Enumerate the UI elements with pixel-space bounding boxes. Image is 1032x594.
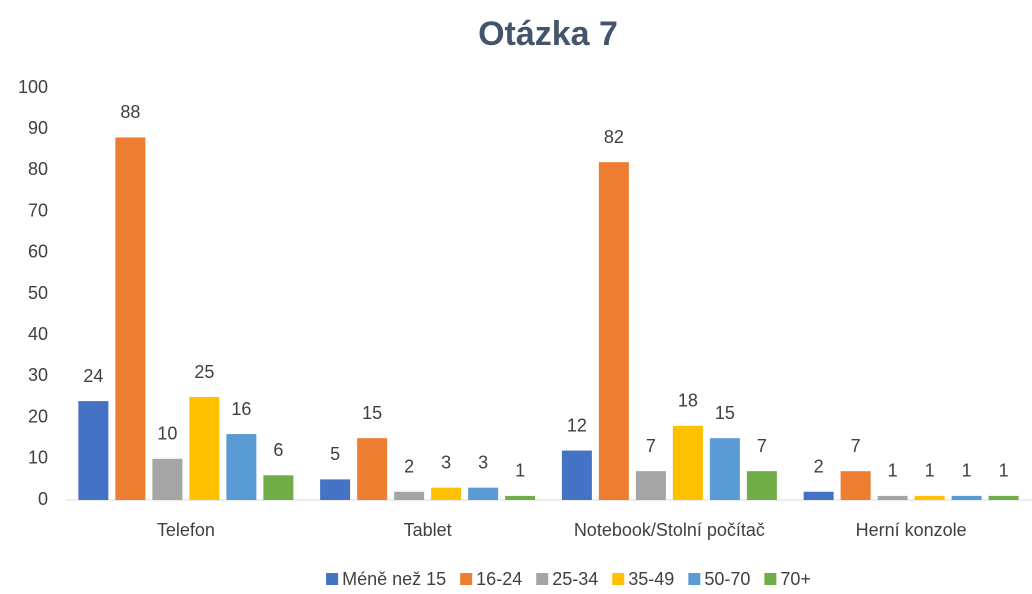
data-label: 15 <box>715 403 735 423</box>
data-label: 25 <box>194 362 214 382</box>
y-tick-label: 50 <box>28 283 48 303</box>
x-tick-label: Telefon <box>157 520 215 540</box>
legend-label: Méně než 15 <box>342 569 446 589</box>
data-label: 18 <box>678 391 698 411</box>
data-label: 2 <box>404 457 414 477</box>
data-label: 16 <box>231 399 251 419</box>
y-tick-label: 60 <box>28 242 48 262</box>
bar <box>357 438 388 500</box>
bar <box>431 487 462 500</box>
bar <box>746 471 777 500</box>
y-tick-label: 40 <box>28 324 48 344</box>
data-label: 6 <box>273 440 283 460</box>
bar <box>840 471 871 500</box>
data-label: 3 <box>478 452 488 472</box>
legend-swatch <box>326 573 339 585</box>
bar <box>988 495 1019 500</box>
data-label: 7 <box>757 436 767 456</box>
y-tick-label: 30 <box>28 365 48 385</box>
y-tick-label: 90 <box>28 118 48 138</box>
bar <box>561 450 592 500</box>
data-label: 24 <box>83 366 103 386</box>
bar <box>709 438 740 500</box>
y-tick-label: 20 <box>28 406 48 426</box>
legend-swatch <box>612 573 625 585</box>
bar <box>468 487 499 500</box>
x-tick-label: Herní konzole <box>856 520 967 540</box>
legend-swatch <box>536 573 549 585</box>
data-label: 2 <box>814 457 824 477</box>
data-label: 82 <box>604 127 624 147</box>
bar <box>263 475 294 500</box>
data-label: 10 <box>157 424 177 444</box>
data-label: 15 <box>362 403 382 423</box>
bar <box>914 495 945 500</box>
legend-label: 50-70 <box>704 569 750 589</box>
y-tick-label: 100 <box>18 77 48 97</box>
bar <box>598 162 629 500</box>
bar <box>115 137 146 500</box>
y-tick-label: 70 <box>28 200 48 220</box>
data-label: 1 <box>999 461 1009 481</box>
x-tick-label: Tablet <box>404 520 452 540</box>
bar <box>877 495 908 500</box>
legend-label: 16-24 <box>476 569 522 589</box>
legend-swatch <box>688 573 701 585</box>
data-label: 1 <box>962 461 972 481</box>
y-tick-label: 80 <box>28 159 48 179</box>
legend-swatch <box>460 573 473 585</box>
legend-swatch <box>764 573 777 585</box>
bar <box>951 495 982 500</box>
bar <box>635 471 666 500</box>
data-label: 88 <box>120 102 140 122</box>
legend-label: 35-49 <box>628 569 674 589</box>
data-label: 1 <box>515 461 525 481</box>
legend-label: 25-34 <box>552 569 598 589</box>
data-label: 1 <box>925 461 935 481</box>
legend-label: 70+ <box>780 569 811 589</box>
data-label: 3 <box>441 452 451 472</box>
bar <box>189 397 220 500</box>
data-label: 7 <box>646 436 656 456</box>
bar <box>78 401 109 500</box>
x-tick-label: Notebook/Stolní počítač <box>574 520 765 540</box>
data-label: 1 <box>888 461 898 481</box>
data-label: 12 <box>567 415 587 435</box>
bar <box>226 434 257 500</box>
bar <box>672 425 703 500</box>
data-label: 7 <box>851 436 861 456</box>
data-label: 5 <box>330 444 340 464</box>
y-tick-label: 10 <box>28 448 48 468</box>
bar <box>803 491 834 500</box>
bar <box>505 495 536 500</box>
bar <box>394 491 425 500</box>
y-tick-label: 0 <box>38 489 48 509</box>
bar <box>152 458 183 500</box>
bar <box>320 479 351 500</box>
chart-title: Otázka 7 <box>478 15 618 53</box>
